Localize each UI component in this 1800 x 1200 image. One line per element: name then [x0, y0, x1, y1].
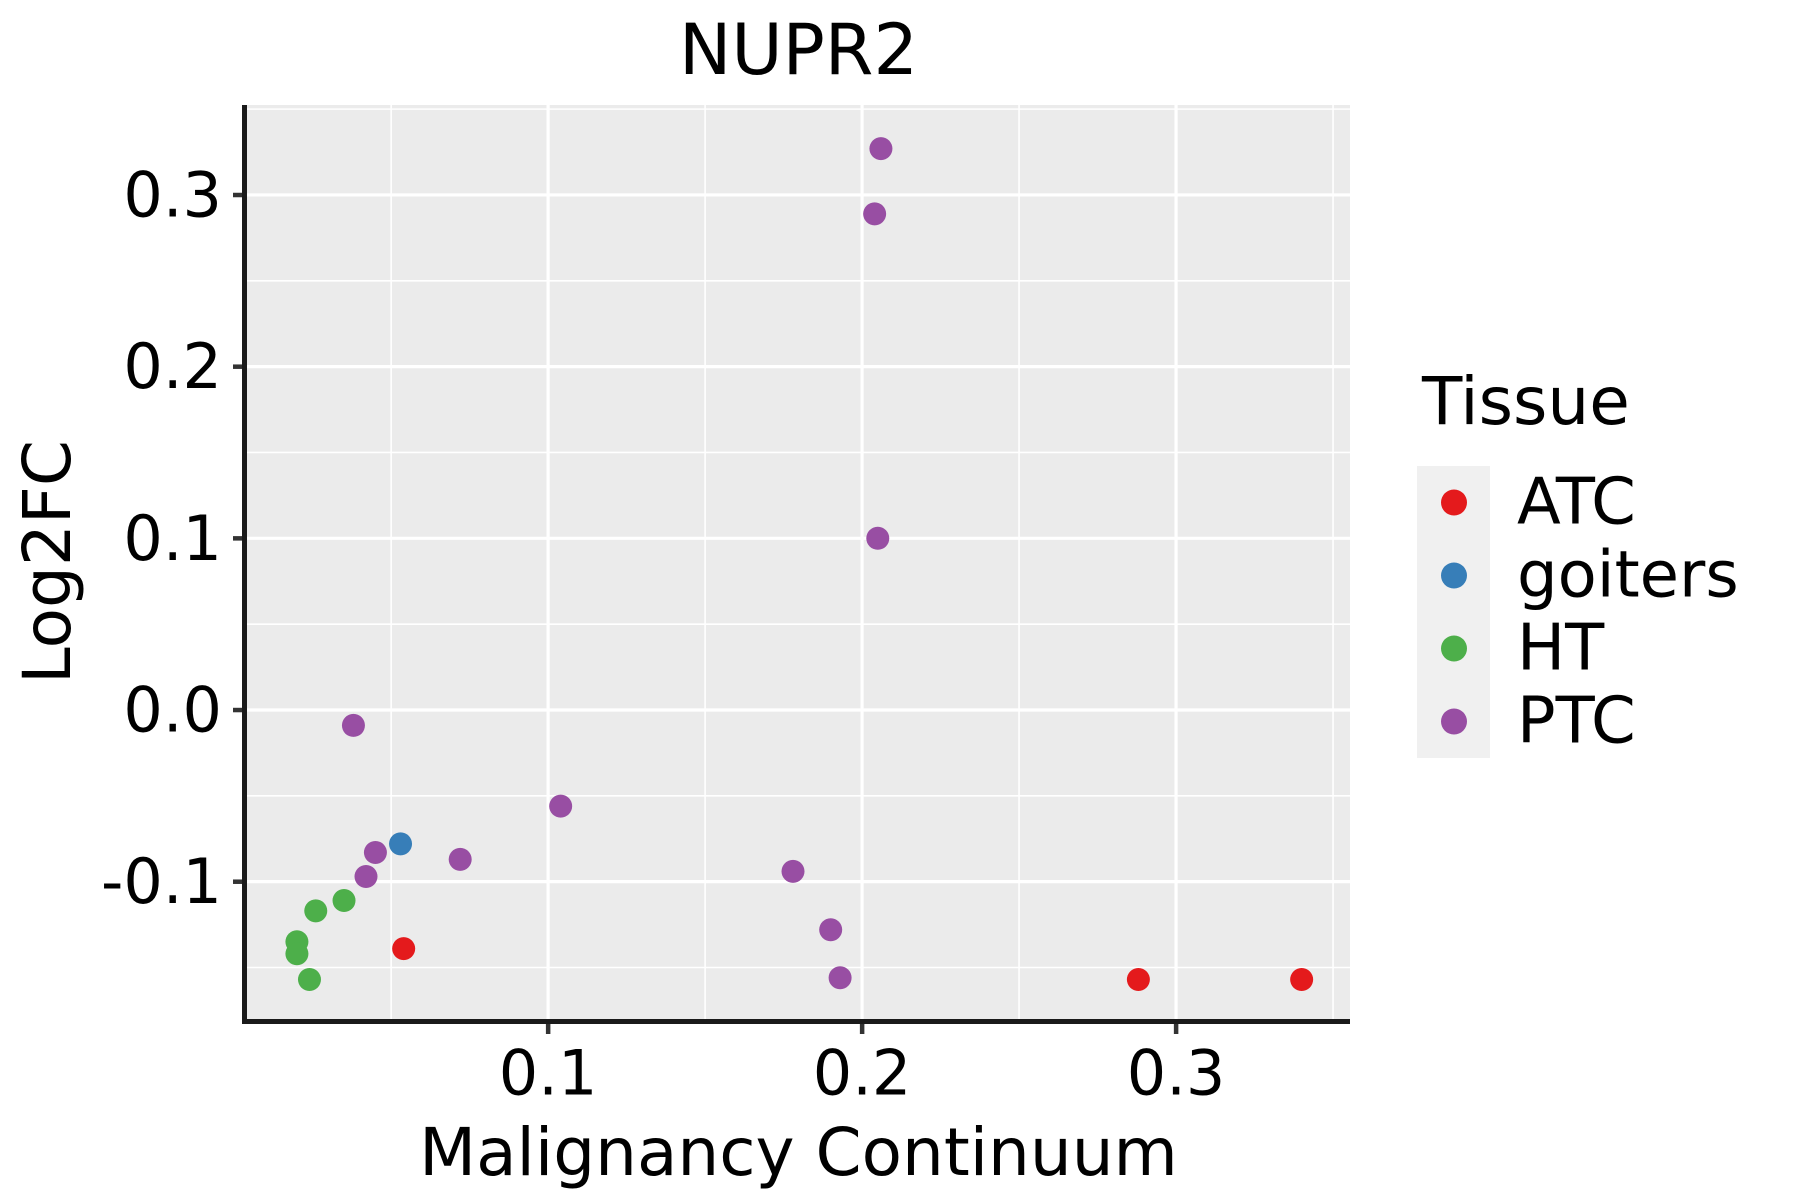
x-tick-mark	[1173, 1024, 1179, 1034]
y-tick-label: 0.1	[123, 502, 222, 575]
data-point-PTC	[863, 202, 887, 226]
chart-title: NUPR2	[679, 9, 918, 91]
x-tick-mark	[545, 1024, 551, 1034]
data-point-PTC	[781, 859, 805, 883]
data-point-PTC	[354, 865, 378, 889]
y-tick-label: 0.3	[123, 158, 222, 231]
legend-title: Tissue	[1421, 363, 1630, 440]
x-axis-title: Malignancy Continuum	[419, 1114, 1178, 1191]
legend-label-ATC: ATC	[1517, 466, 1636, 540]
legend-dot-goiters	[1441, 562, 1467, 589]
y-tick-label: 0.2	[123, 330, 222, 403]
data-point-PTC	[819, 918, 843, 942]
data-point-PTC	[866, 526, 890, 550]
y-tick-mark	[233, 364, 242, 369]
x-tick-label: 0.2	[813, 1036, 912, 1109]
data-point-ATC	[1290, 968, 1314, 992]
y-tick-mark	[233, 536, 242, 541]
legend-label-goiters: goiters	[1517, 539, 1739, 613]
data-point-PTC	[363, 840, 387, 864]
x-tick-mark	[859, 1024, 865, 1034]
data-point-PTC	[828, 966, 852, 990]
data-point-PTC	[549, 794, 573, 818]
y-axis-line	[242, 105, 247, 1024]
legend-dot-PTC	[1441, 708, 1467, 735]
data-point-ATC	[392, 937, 416, 961]
x-tick-label: 0.3	[1127, 1036, 1226, 1109]
data-point-HT	[285, 942, 309, 966]
data-point-goiters	[389, 832, 413, 856]
x-axis-line	[242, 1019, 1350, 1024]
legend-label-HT: HT	[1517, 612, 1605, 686]
data-point-HT	[332, 889, 356, 913]
data-point-PTC	[448, 847, 472, 871]
data-point-ATC	[1126, 968, 1150, 992]
y-tick-mark	[233, 707, 242, 713]
data-point-PTC	[341, 713, 365, 737]
data-point-HT	[304, 899, 328, 923]
data-point-PTC	[869, 137, 893, 161]
y-tick-label: -0.1	[101, 845, 222, 918]
y-axis-title: Log2FC	[9, 440, 86, 684]
x-tick-label: 0.1	[499, 1036, 598, 1109]
data-point-HT	[297, 968, 321, 992]
legend-dot-HT	[1441, 635, 1467, 662]
y-tick-label: 0.0	[123, 673, 222, 746]
legend-label-PTC: PTC	[1517, 685, 1636, 759]
y-tick-mark	[233, 192, 242, 198]
y-tick-mark	[233, 879, 242, 884]
legend-dot-ATC	[1441, 489, 1467, 516]
